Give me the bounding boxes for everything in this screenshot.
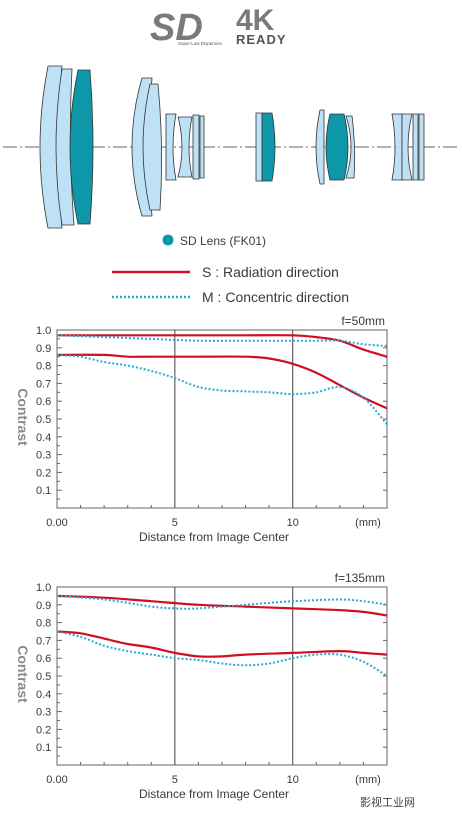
lens-diagram: [3, 65, 458, 229]
y-tick-label: 0.7: [36, 635, 51, 647]
mtf-chart-135mm: 0.1 0.2 0.3 0.4 0.5 0.6 0.7 0.8 0.9 1.0 0.00 5 10 (mm…: [15, 571, 388, 801]
y-tick-label: 0.4: [36, 689, 51, 701]
lens-element: [165, 113, 177, 181]
sd-lens-element: [325, 113, 349, 181]
x-tick-label: 0.00: [46, 774, 67, 786]
lens-element: [255, 112, 263, 182]
y-tick-label: 0.3: [36, 450, 51, 462]
series-line-m: [56, 594, 388, 610]
series-line-m: [56, 334, 388, 347]
sd-lens-label: SD Lens (FK01): [180, 234, 266, 248]
series-line-m: [56, 353, 388, 425]
y-axis-title: Contrast: [15, 388, 31, 446]
lens-element: [345, 115, 356, 179]
y-tick-label: 0.9: [36, 343, 51, 355]
mtf-legend: S : Radiation direction M : Concentric d…: [112, 264, 349, 305]
lens-element: [192, 114, 200, 180]
y-tick-label: 0.4: [36, 432, 51, 444]
lens-element: [401, 113, 413, 181]
x-unit-label: (mm): [355, 517, 381, 529]
y-tick-label: 0.7: [36, 378, 51, 390]
ready-logo-text: READY: [236, 32, 287, 47]
y-tick-label: 0.5: [36, 414, 51, 426]
x-tick-label: 5: [172, 774, 178, 786]
plot-frame: [56, 586, 388, 766]
sd-lens-legend: SD Lens (FK01): [162, 234, 266, 248]
focal-length-annotation: f=135mm: [335, 571, 385, 585]
legend-label-s: S : Radiation direction: [202, 264, 339, 280]
series-line-s: [56, 630, 388, 658]
x-unit-label: (mm): [355, 774, 381, 786]
focal-length-annotation: f=50mm: [341, 314, 385, 328]
sd-logo-subtext: Super Low Dispersion: [178, 41, 223, 46]
lens-element: [55, 68, 75, 226]
4k-ready-logo: 4K READY: [236, 4, 287, 47]
y-tick-label: 0.3: [36, 707, 51, 719]
sd-lens-element: [69, 69, 94, 225]
y-tick-label: 0.6: [36, 396, 51, 408]
legend-label-m: M : Concentric direction: [202, 289, 349, 305]
y-tick-label: 1.0: [36, 582, 51, 594]
mtf-chart-50mm: 0.1 0.2 0.3 0.4 0.5 0.6 0.7 0.8 0.9 1.0 0.00 5 10 (mm…: [15, 314, 388, 544]
y-tick-label: 1.0: [36, 325, 51, 337]
sd-lens-element: [261, 112, 276, 182]
lens-element: [412, 113, 419, 181]
y-tick-label: 0.8: [36, 618, 51, 630]
y-tick-label: 0.6: [36, 653, 51, 665]
x-tick-label: 0.00: [46, 517, 67, 529]
y-tick-label: 0.9: [36, 600, 51, 612]
4k-logo-text: 4K: [236, 4, 275, 37]
lens-element: [199, 115, 205, 179]
x-axis-title: Distance from Image Center: [139, 787, 289, 801]
y-tick-label: 0.1: [36, 485, 51, 497]
x-axis-title: Distance from Image Center: [139, 530, 289, 544]
y-axis-title: Contrast: [15, 645, 31, 703]
lens-element: [315, 109, 325, 185]
x-tick-label: 5: [172, 517, 178, 529]
sd-logo-text: SD: [150, 7, 203, 49]
sd-lens-swatch: [162, 234, 174, 246]
x-tick-label: 10: [287, 517, 299, 529]
watermark-text: 影视工业网: [360, 795, 415, 809]
series-line-s: [56, 353, 388, 410]
y-tick-label: 0.2: [36, 724, 51, 736]
y-tick-label: 0.8: [36, 361, 51, 373]
series-line-s: [56, 594, 388, 617]
y-tick-label: 0.1: [36, 742, 51, 754]
series-line-m: [56, 630, 388, 677]
lens-element: [391, 113, 403, 181]
y-tick-label: 0.5: [36, 671, 51, 683]
sd-logo: SD Super Low Dispersion: [150, 7, 223, 49]
x-tick-label: 10: [287, 774, 299, 786]
series-line-s: [57, 334, 388, 358]
lens-element: [142, 83, 162, 211]
lens-element: [177, 116, 193, 178]
y-tick-label: 0.2: [36, 467, 51, 479]
lens-element: [418, 113, 425, 181]
